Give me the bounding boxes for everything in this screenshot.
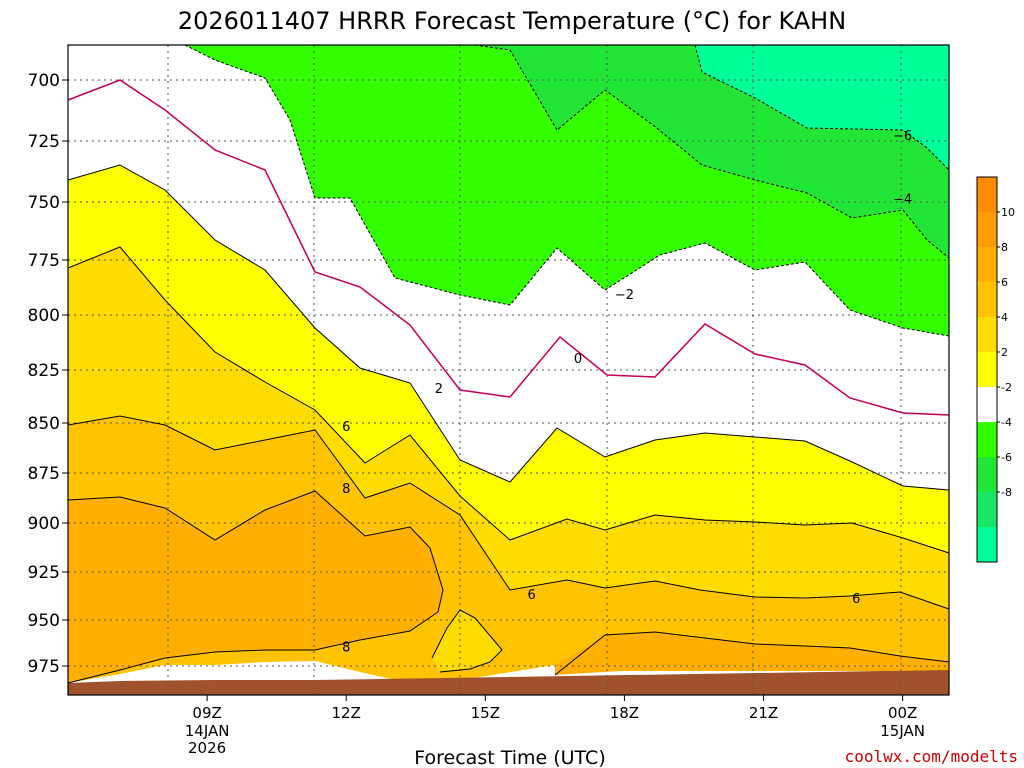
x-axis-label: Forecast Time (UTC): [414, 747, 605, 768]
contour-label: 6: [528, 588, 536, 603]
colorbar-swatch: [977, 177, 997, 213]
x-tick-date-label: 2026: [188, 739, 226, 757]
x-tick-label: 21Z: [749, 704, 778, 722]
contour-label: 0: [574, 352, 582, 367]
y-tick-label: 825: [28, 361, 60, 381]
contour-line-minus6: [694, 44, 950, 171]
plot-area: 0 2 −2 −4 −6 6 6 6 8 8: [67, 44, 950, 696]
band-2-to-4: [68, 165, 949, 553]
band-8-to-10: [68, 491, 949, 683]
y-tick-label: 725: [28, 132, 60, 152]
x-tick-date-label: 14JAN: [185, 722, 230, 740]
contour-labels: 0 2 −2 −4 −6 6 6 6 8 8: [342, 129, 912, 655]
colorbar-label: -6: [1001, 451, 1012, 464]
colorbar-swatch: [977, 527, 997, 563]
contour-lines-subfreezing: [184, 44, 950, 337]
colorbar-label: -8: [1001, 486, 1012, 499]
x-tick-label: 18Z: [610, 704, 639, 722]
colorbar-frame: [976, 176, 998, 563]
contour-line-8-lower: [554, 631, 950, 676]
colorbar-swatch: [977, 387, 997, 423]
contour-label: 6: [342, 420, 350, 435]
contour-line-6-pocket: [431, 609, 503, 673]
band-warm-pocket-4-to-6: [432, 610, 502, 672]
freezing-line: [67, 79, 950, 416]
y-tick-label: 975: [28, 657, 60, 677]
contour-line-4: [67, 246, 950, 554]
colorbar: 10 8 6 4 2 -2 -4 -6 -8: [976, 176, 1015, 563]
contour-label: 8: [342, 641, 350, 656]
credit-text: coolwx.com/modelts: [845, 747, 1018, 766]
colorbar-label: -2: [1001, 381, 1012, 394]
colorbar-swatch: [977, 422, 997, 458]
band-colder-than-minus6: [695, 45, 949, 170]
colorbar-swatch: [977, 352, 997, 388]
y-tick-label: 775: [28, 251, 60, 271]
contour-line-8-upper: [67, 490, 444, 684]
band-minus4-to-minus2: [185, 45, 949, 336]
contour-label: 6: [852, 592, 860, 607]
y-tick-label: 800: [28, 306, 60, 326]
x-tick-label: 15Z: [471, 704, 500, 722]
contour-line-minus4: [474, 44, 950, 259]
band-minus6-to-minus4: [475, 45, 949, 258]
contour-label: −4: [893, 193, 912, 208]
colorbar-swatch: [977, 282, 997, 318]
contour-label: 2: [435, 382, 443, 397]
x-tick-label: 12Z: [332, 704, 361, 722]
colorbar-swatch: [977, 457, 997, 493]
colorbar-swatch: [977, 492, 997, 528]
colorbar-swatch: [977, 212, 997, 248]
ground-surface: [68, 670, 949, 695]
contour-label: 8: [342, 482, 350, 497]
x-tick-label: 09Z: [192, 704, 221, 722]
y-tick-label: 700: [28, 71, 60, 91]
contour-label: −2: [615, 288, 634, 303]
colorbar-label: 6: [1001, 276, 1008, 289]
colorbar-label: 10: [1001, 206, 1015, 219]
y-tick-label: 875: [28, 464, 60, 484]
colorbar-label: 4: [1001, 311, 1008, 324]
colorbar-label: 2: [1001, 346, 1008, 359]
x-tick-label: 00Z: [888, 704, 917, 722]
contour-line-minus2: [184, 44, 950, 337]
colorbar-label: 8: [1001, 241, 1008, 254]
contour-lines-above-freezing: [67, 164, 950, 684]
colorbar-label: -4: [1001, 416, 1012, 429]
contour-label: −6: [893, 129, 912, 144]
chart-title: 2026011407 HRRR Forecast Temperature (°C…: [178, 7, 846, 35]
x-tick-date-label: 15JAN: [880, 722, 925, 740]
grid: [68, 45, 949, 695]
y-axis: 700 725 750 775 800 825 850 875 900 925 950 975: [28, 71, 68, 677]
contour-line-6: [67, 415, 950, 610]
contour-line-2: [67, 164, 950, 491]
band-4-to-6: [68, 247, 949, 609]
colorbar-swatch: [977, 247, 997, 283]
y-tick-label: 925: [28, 563, 60, 583]
y-tick-label: 850: [28, 414, 60, 434]
y-tick-label: 900: [28, 514, 60, 534]
y-tick-label: 750: [28, 193, 60, 213]
colorbar-swatch: [977, 317, 997, 353]
y-tick-label: 950: [28, 611, 60, 631]
